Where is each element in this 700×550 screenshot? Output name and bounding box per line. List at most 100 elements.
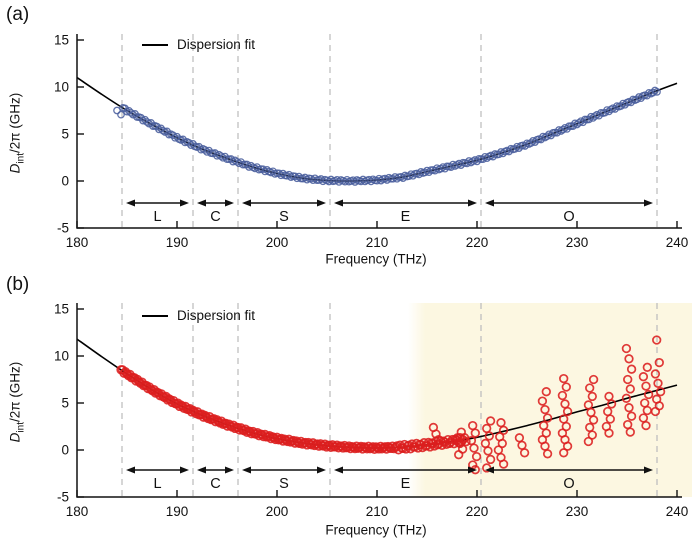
mode-crossing-point	[557, 390, 568, 401]
arrowhead-right-icon	[317, 199, 326, 207]
mode-crossing-point	[583, 436, 594, 447]
data-point	[511, 145, 519, 153]
data-point	[117, 110, 125, 119]
x-tick-label: 210	[366, 235, 389, 250]
mode-crossing-point	[588, 374, 599, 385]
mode-crossing-point	[621, 343, 632, 354]
mode-crossing-point	[587, 391, 597, 402]
panel-b-xaxis-label: Frequency (THz)	[325, 522, 427, 538]
x-tick-label: 200	[266, 504, 289, 519]
arrowhead-left-icon	[334, 466, 343, 474]
mode-crossing-point	[642, 362, 652, 372]
x-tick-label: 210	[366, 504, 389, 519]
data-point	[651, 86, 659, 95]
y-tick-label: 0	[61, 174, 69, 189]
mode-crossing-point	[626, 411, 637, 421]
legend-line-icon	[142, 314, 168, 317]
x-tick-label: 230	[566, 235, 589, 250]
arrowhead-right-icon	[644, 199, 653, 207]
legend-line-icon	[142, 43, 168, 46]
mode-crossing-point	[561, 382, 571, 392]
band-label: S	[279, 209, 289, 225]
data-point	[633, 95, 641, 104]
mode-crossing-point	[454, 450, 464, 460]
band-label: E	[401, 209, 411, 225]
mode-crossing-point	[469, 443, 479, 453]
x-tick-label: 180	[66, 235, 89, 250]
arrowhead-right-icon	[225, 199, 234, 207]
arrowhead-left-icon	[197, 466, 206, 474]
mode-crossing-point	[641, 420, 651, 431]
ylabel-sub: int	[15, 422, 27, 433]
mode-crossing-point	[588, 415, 599, 425]
data-point	[543, 132, 551, 141]
data-points	[113, 86, 661, 186]
band-label: L	[153, 209, 161, 225]
data-points	[116, 335, 666, 475]
data-point	[185, 138, 193, 147]
arrowhead-right-icon	[180, 199, 189, 207]
mode-crossing-point	[587, 430, 597, 440]
band-label: E	[401, 476, 411, 492]
panel-a: 180 190 200 210 220 230 240 -5 0 5 10 15 L C S E O	[54, 33, 688, 251]
mode-crossing-point	[606, 399, 617, 409]
arrowhead-left-icon	[242, 199, 251, 207]
data-point	[127, 108, 135, 117]
arrowhead-right-icon	[644, 466, 653, 474]
ylabel-rest: /2π (GHz)	[7, 361, 23, 423]
tick-group: 180 190 200 210 220 230 240 -5 0 5 10 15	[54, 302, 688, 520]
ylabel-sub: int	[15, 153, 27, 164]
data-point	[201, 146, 209, 154]
arrowhead-left-icon	[334, 199, 343, 207]
mode-crossing-point	[561, 421, 571, 432]
mode-crossing-point	[624, 354, 634, 364]
arrowhead-right-icon	[317, 466, 326, 474]
x-tick-label: 200	[266, 235, 289, 250]
tick-group: 180 190 200 210 220 230 240 -5 0 5 10 15	[54, 33, 688, 251]
data-point	[233, 157, 241, 166]
mode-crossing-point	[541, 387, 551, 397]
y-tick-label: -5	[57, 221, 69, 236]
band-label: C	[210, 476, 220, 492]
y-tick-label: 10	[54, 80, 69, 95]
x-tick-label: 190	[166, 235, 189, 250]
mode-crossing-point	[650, 369, 661, 379]
data-point	[186, 407, 197, 417]
mode-crossing-point	[498, 425, 509, 435]
data-point	[559, 125, 567, 134]
data-point	[653, 88, 661, 96]
panel-b: 180 190 200 210 220 230 240 -5 0 5 10 15 L C S E O	[54, 302, 692, 520]
mode-crossing-point	[483, 446, 493, 456]
mode-crossing-point	[624, 403, 634, 413]
data-point	[461, 437, 471, 447]
mode-crossing-point	[559, 448, 569, 458]
mode-crossing-point	[542, 413, 553, 423]
arrowhead-right-icon	[468, 466, 477, 474]
mode-crossing-point	[537, 396, 548, 406]
mode-crossing-point	[562, 441, 573, 451]
dispersion-fit-line	[76, 76, 678, 182]
mode-crossing-point	[654, 357, 664, 368]
x-tick-label: 220	[466, 504, 489, 519]
x-tick-label: 180	[66, 504, 89, 519]
mode-crossing-point	[625, 384, 635, 394]
x-tick-label: 230	[566, 504, 589, 519]
mode-crossing-point	[604, 428, 614, 438]
panel-b-legend: Dispersion fit	[142, 308, 255, 323]
panel-a-legend-label: Dispersion fit	[177, 37, 256, 52]
data-point	[113, 106, 121, 115]
data-point	[125, 106, 133, 115]
mode-crossing-point	[641, 381, 651, 391]
mode-crossing-point	[652, 335, 662, 345]
arrowhead-left-icon	[126, 466, 135, 474]
mode-crossing-point	[540, 404, 550, 415]
band-label: O	[563, 209, 574, 225]
mode-crossing-point	[655, 387, 666, 397]
arrowhead-left-icon	[242, 466, 251, 474]
data-point	[591, 112, 599, 120]
mode-crossing-point	[585, 383, 595, 393]
mode-crossing-point	[623, 374, 633, 385]
panel-a-xaxis-label: Frequency (THz)	[325, 251, 427, 267]
